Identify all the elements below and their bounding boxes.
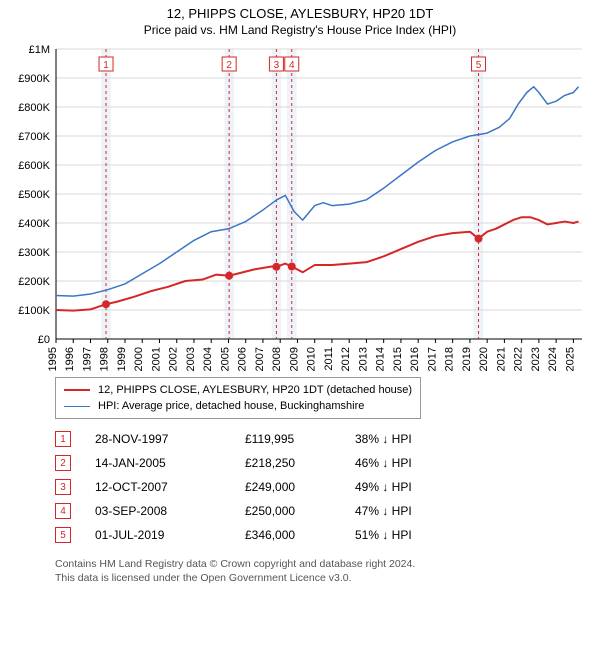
- svg-text:2004: 2004: [202, 347, 214, 371]
- svg-text:2: 2: [226, 60, 232, 71]
- transaction-row: 4 03-SEP-2008£250,00047% ↓ HPI: [55, 499, 600, 523]
- legend-item-hpi: HPI: Average price, detached house, Buck…: [64, 398, 412, 414]
- transaction-marker: 3: [55, 479, 71, 495]
- svg-text:2018: 2018: [444, 347, 456, 371]
- legend-swatch: [64, 406, 90, 407]
- svg-text:3: 3: [274, 60, 280, 71]
- legend-item-property: 12, PHIPPS CLOSE, AYLESBURY, HP20 1DT (d…: [64, 382, 412, 398]
- transaction-diff: 46% ↓ HPI: [355, 456, 435, 470]
- page-title: 12, PHIPPS CLOSE, AYLESBURY, HP20 1DT: [0, 6, 600, 21]
- svg-text:2011: 2011: [323, 347, 335, 371]
- transaction-marker: 1: [55, 431, 71, 447]
- transaction-row: 1 28-NOV-1997£119,99538% ↓ HPI: [55, 427, 600, 451]
- svg-text:2017: 2017: [426, 347, 438, 371]
- legend-label: HPI: Average price, detached house, Buck…: [98, 400, 364, 412]
- svg-text:2020: 2020: [478, 347, 490, 371]
- svg-text:2015: 2015: [392, 347, 404, 371]
- svg-text:2022: 2022: [513, 347, 525, 371]
- svg-text:2025: 2025: [564, 347, 576, 371]
- svg-text:2002: 2002: [168, 347, 180, 371]
- svg-text:£700K: £700K: [18, 131, 50, 143]
- transaction-row: 3 12-OCT-2007£249,00049% ↓ HPI: [55, 475, 600, 499]
- transaction-date: 01-JUL-2019: [95, 528, 245, 542]
- svg-text:2001: 2001: [150, 347, 162, 371]
- svg-text:2007: 2007: [254, 347, 266, 371]
- svg-text:2023: 2023: [530, 347, 542, 371]
- transaction-price: £346,000: [245, 528, 355, 542]
- svg-text:£600K: £600K: [18, 160, 50, 172]
- page-subtitle: Price paid vs. HM Land Registry's House …: [0, 23, 600, 37]
- svg-text:2003: 2003: [185, 347, 197, 371]
- svg-text:£400K: £400K: [18, 218, 50, 230]
- svg-text:1995: 1995: [47, 347, 59, 371]
- transaction-table: 1 28-NOV-1997£119,99538% ↓ HPI 2 14-JAN-200…: [55, 427, 600, 547]
- transaction-date: 12-OCT-2007: [95, 480, 245, 494]
- svg-text:2019: 2019: [461, 347, 473, 371]
- svg-text:5: 5: [476, 60, 482, 71]
- svg-text:2006: 2006: [237, 347, 249, 371]
- svg-text:1997: 1997: [81, 347, 93, 371]
- svg-text:1998: 1998: [99, 347, 111, 371]
- svg-text:2008: 2008: [271, 347, 283, 371]
- transaction-diff: 38% ↓ HPI: [355, 432, 435, 446]
- legend-swatch: [64, 389, 90, 391]
- transaction-price: £119,995: [245, 432, 355, 446]
- transaction-marker: 4: [55, 503, 71, 519]
- transaction-row: 5 01-JUL-2019£346,00051% ↓ HPI: [55, 523, 600, 547]
- svg-text:2016: 2016: [409, 347, 421, 371]
- svg-text:2005: 2005: [219, 347, 231, 371]
- svg-text:2021: 2021: [495, 347, 507, 371]
- svg-text:£100K: £100K: [18, 305, 50, 317]
- transaction-price: £218,250: [245, 456, 355, 470]
- transaction-marker: 5: [55, 527, 71, 543]
- svg-text:2013: 2013: [357, 347, 369, 371]
- svg-text:£900K: £900K: [18, 73, 50, 85]
- svg-text:£300K: £300K: [18, 247, 50, 259]
- svg-text:2010: 2010: [306, 347, 318, 371]
- legend: 12, PHIPPS CLOSE, AYLESBURY, HP20 1DT (d…: [55, 377, 421, 419]
- footer-line: Contains HM Land Registry data © Crown c…: [55, 557, 600, 571]
- transaction-diff: 49% ↓ HPI: [355, 480, 435, 494]
- transaction-price: £249,000: [245, 480, 355, 494]
- transaction-diff: 47% ↓ HPI: [355, 504, 435, 518]
- footer-line: This data is licensed under the Open Gov…: [55, 571, 600, 585]
- svg-text:£200K: £200K: [18, 276, 50, 288]
- svg-text:2024: 2024: [547, 347, 559, 371]
- svg-text:2012: 2012: [340, 347, 352, 371]
- svg-text:1: 1: [103, 60, 109, 71]
- price-chart: £0 £100K £200K £300K £400K £500K £600K £700K £80…: [10, 43, 590, 373]
- legend-label: 12, PHIPPS CLOSE, AYLESBURY, HP20 1DT (d…: [98, 384, 412, 396]
- transaction-date: 03-SEP-2008: [95, 504, 245, 518]
- svg-text:2014: 2014: [375, 347, 387, 371]
- svg-text:£0: £0: [38, 334, 50, 346]
- svg-text:1996: 1996: [64, 347, 76, 371]
- svg-text:2000: 2000: [133, 347, 145, 371]
- svg-text:1999: 1999: [116, 347, 128, 371]
- svg-text:£800K: £800K: [18, 102, 50, 114]
- transaction-date: 28-NOV-1997: [95, 432, 245, 446]
- footer: Contains HM Land Registry data © Crown c…: [55, 557, 600, 585]
- transaction-price: £250,000: [245, 504, 355, 518]
- svg-text:4: 4: [289, 60, 295, 71]
- svg-text:£500K: £500K: [18, 189, 50, 201]
- svg-text:£1M: £1M: [29, 44, 50, 56]
- transaction-row: 2 14-JAN-2005£218,25046% ↓ HPI: [55, 451, 600, 475]
- transaction-date: 14-JAN-2005: [95, 456, 245, 470]
- transaction-diff: 51% ↓ HPI: [355, 528, 435, 542]
- svg-text:2009: 2009: [288, 347, 300, 371]
- transaction-marker: 2: [55, 455, 71, 471]
